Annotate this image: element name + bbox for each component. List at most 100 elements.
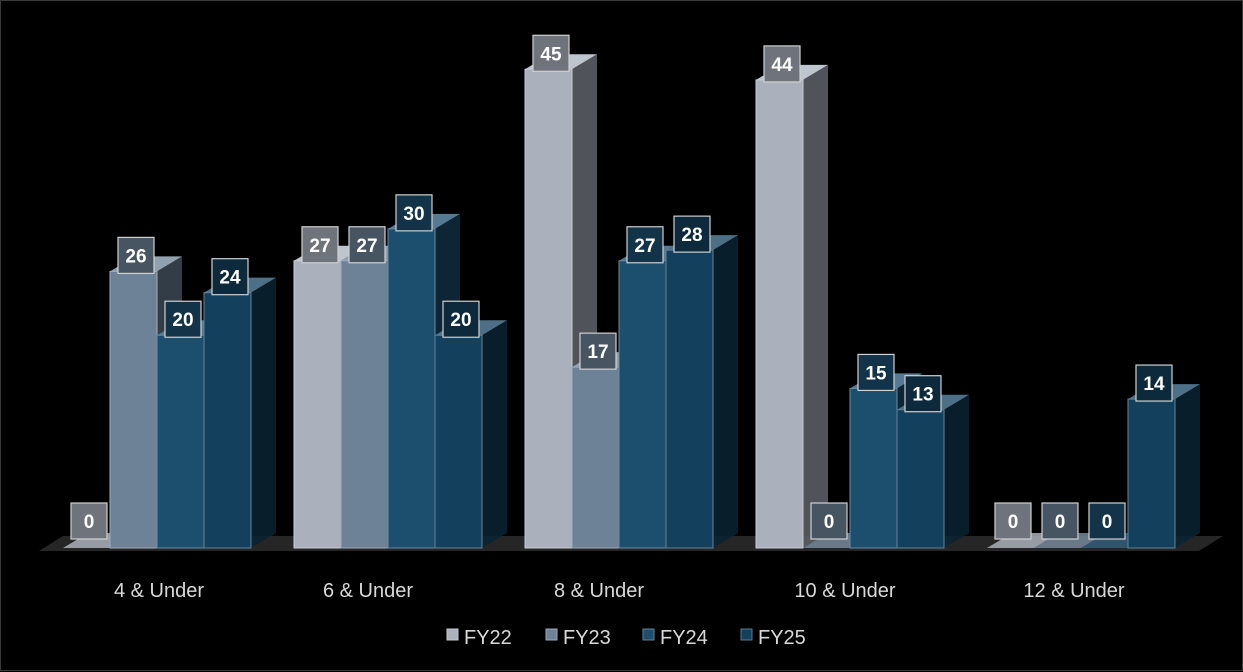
bar-front <box>387 228 436 549</box>
data-label-box <box>1135 364 1173 402</box>
data-label-fy25-4: 14 <box>1135 364 1173 402</box>
bar-front <box>109 270 158 549</box>
data-label-box <box>1088 502 1126 540</box>
bar-zero <box>987 533 1059 548</box>
bar-side <box>251 277 276 548</box>
bar-front <box>755 79 804 549</box>
bar-front <box>340 260 389 549</box>
bar-fy25-1 <box>434 320 507 549</box>
category-label: 12 & Under <box>1023 580 1125 602</box>
data-label-box <box>532 34 570 72</box>
bar-front <box>293 260 342 549</box>
bar-fy25-4 <box>1127 384 1200 549</box>
bar-side <box>944 394 969 548</box>
data-label-fy22-4: 0 <box>994 502 1032 540</box>
data-label-text: 17 <box>587 342 608 363</box>
data-label-text: 14 <box>1143 374 1165 395</box>
bar-side <box>1175 384 1200 548</box>
data-label-box <box>994 502 1032 540</box>
category-label: 4 & Under <box>114 580 204 602</box>
data-label-text: 24 <box>219 268 241 289</box>
category-label: 8 & Under <box>554 580 644 602</box>
data-label-fy23-4: 0 <box>1041 502 1079 540</box>
bar-front <box>434 334 483 549</box>
legend-item-fy24: FY24 <box>642 627 708 649</box>
data-label-box <box>579 332 617 370</box>
bar-side <box>803 64 828 549</box>
legend-label: FY22 <box>464 627 512 649</box>
data-label-box <box>810 502 848 540</box>
bar-front <box>524 68 573 549</box>
bar-fy22-3 <box>755 64 828 549</box>
bar-zero <box>1034 533 1106 548</box>
data-label-text: 27 <box>356 236 377 257</box>
bar-fy25-3 <box>896 394 969 549</box>
legend-swatch <box>446 628 459 641</box>
legend-item-fy25: FY25 <box>740 627 806 649</box>
legend-swatch <box>642 628 655 641</box>
data-label-fy22-1: 27 <box>301 226 339 264</box>
data-label-text: 28 <box>681 225 702 246</box>
legend-swatch <box>740 628 753 641</box>
bar-fy22-4 <box>987 533 1059 548</box>
data-label-text: 0 <box>84 512 95 533</box>
data-label-box <box>395 194 433 232</box>
bar-front <box>203 292 252 549</box>
legend-swatch <box>545 628 558 641</box>
data-label-text: 44 <box>771 55 793 76</box>
data-label-fy23-1: 27 <box>348 226 386 264</box>
data-label-box <box>164 300 202 338</box>
legend-item-fy23: FY23 <box>545 627 611 649</box>
bar-front <box>896 409 945 549</box>
data-label-fy23-0: 26 <box>117 236 155 275</box>
data-label-fy24-4: 0 <box>1088 502 1126 540</box>
legend-item-fy22: FY22 <box>446 627 512 649</box>
bar-side <box>482 320 507 548</box>
data-label-box <box>117 236 155 275</box>
data-label-text: 30 <box>403 204 424 225</box>
data-label-box <box>442 300 480 338</box>
data-label-text: 0 <box>1055 512 1066 533</box>
data-label-text: 20 <box>450 310 471 331</box>
bar-front <box>618 260 667 549</box>
data-label-fy25-1: 20 <box>442 300 480 338</box>
legend-label: FY24 <box>660 627 708 649</box>
bar-front <box>571 366 620 549</box>
data-label-text: 20 <box>172 310 193 331</box>
data-label-text: 26 <box>125 246 146 267</box>
data-label-fy23-2: 17 <box>579 332 617 370</box>
data-label-fy24-3: 15 <box>857 353 895 392</box>
data-label-fy24-0: 20 <box>164 300 202 338</box>
data-label-fy24-1: 30 <box>395 194 433 232</box>
bar-front <box>849 387 898 549</box>
bar-side <box>713 235 738 548</box>
data-label-text: 15 <box>865 363 887 384</box>
data-label-fy25-0: 24 <box>211 258 249 296</box>
data-label-box <box>626 226 664 264</box>
data-label-fy25-3: 13 <box>904 375 942 413</box>
category-label: 6 & Under <box>323 580 413 602</box>
data-label-text: 13 <box>912 385 933 406</box>
data-label-fy22-0: 0 <box>70 502 108 540</box>
data-label-text: 0 <box>1102 512 1113 533</box>
bar-front <box>665 249 714 549</box>
data-label-fy22-2: 45 <box>532 34 570 72</box>
data-label-box <box>211 258 249 296</box>
category-label: 10 & Under <box>794 580 896 602</box>
data-label-box <box>763 45 801 83</box>
bar-front <box>1127 398 1176 549</box>
bar-fy25-2 <box>665 235 738 549</box>
data-label-fy22-3: 44 <box>763 45 801 83</box>
data-label-text: 0 <box>1008 512 1019 533</box>
data-label-fy24-2: 27 <box>626 226 664 264</box>
data-label-box <box>673 215 711 253</box>
data-label-box <box>348 226 386 264</box>
data-label-text: 45 <box>540 44 562 65</box>
data-label-box <box>70 502 108 540</box>
data-label-text: 27 <box>309 236 330 257</box>
data-label-box <box>301 226 339 264</box>
data-label-box <box>857 353 895 392</box>
legend-label: FY23 <box>563 627 611 649</box>
